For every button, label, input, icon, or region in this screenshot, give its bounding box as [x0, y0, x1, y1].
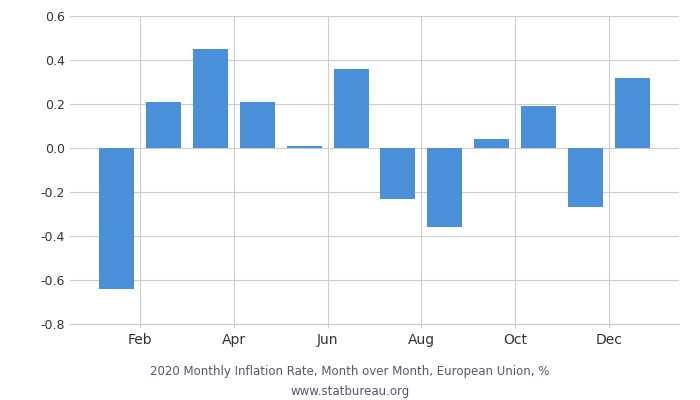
Bar — [615, 78, 650, 148]
Bar — [427, 148, 462, 227]
Text: 2020 Monthly Inflation Rate, Month over Month, European Union, %: 2020 Monthly Inflation Rate, Month over … — [150, 366, 550, 378]
Bar — [146, 102, 181, 148]
Bar — [521, 106, 556, 148]
Bar — [287, 146, 322, 148]
Bar — [380, 148, 416, 198]
Bar — [333, 69, 369, 148]
Bar — [193, 49, 228, 148]
Bar — [568, 148, 603, 207]
Text: www.statbureau.org: www.statbureau.org — [290, 386, 410, 398]
Bar — [240, 102, 275, 148]
Bar — [474, 139, 509, 148]
Bar — [99, 148, 134, 289]
